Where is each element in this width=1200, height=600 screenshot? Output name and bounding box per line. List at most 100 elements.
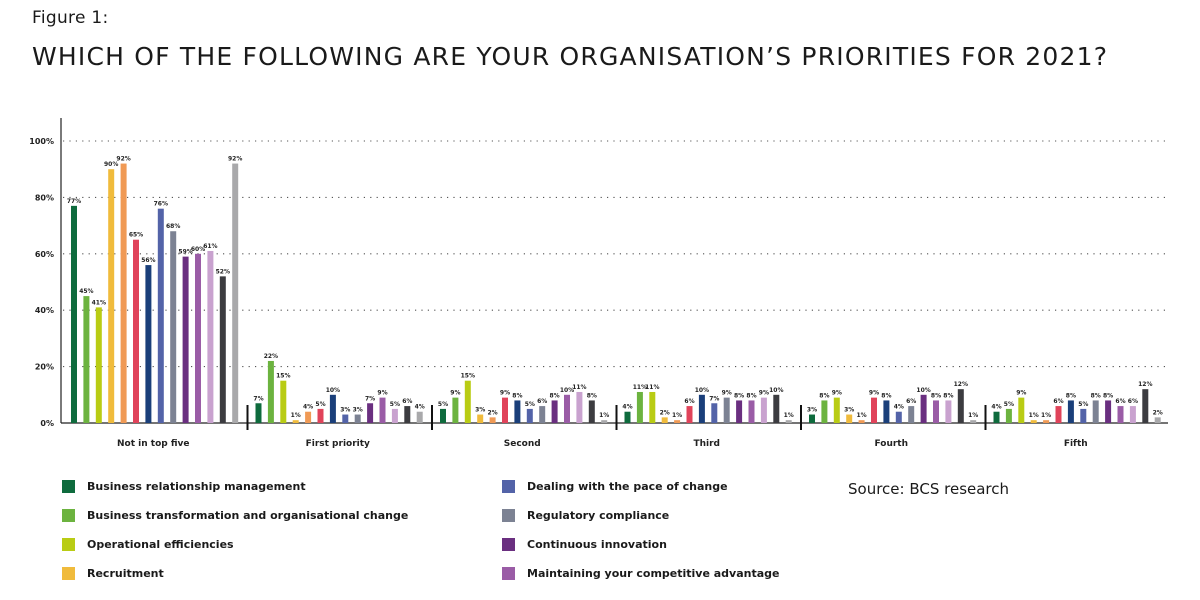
bar <box>317 408 324 423</box>
data-label: 45% <box>79 288 93 295</box>
data-label: 9% <box>832 390 842 397</box>
legend-swatch <box>62 480 75 493</box>
legend-label: Continuous innovation <box>527 538 667 551</box>
data-label: 3% <box>353 407 363 414</box>
data-label: 4% <box>991 404 1001 411</box>
data-label: 92% <box>116 156 130 163</box>
bar <box>329 394 336 423</box>
bar <box>83 296 90 423</box>
bar <box>145 265 152 423</box>
data-label: 7% <box>365 395 375 402</box>
data-label: 1% <box>968 412 978 419</box>
data-label: 9% <box>500 390 510 397</box>
bar <box>416 411 423 423</box>
bar <box>280 380 287 423</box>
data-label: 11% <box>572 384 586 391</box>
bar <box>1117 406 1124 423</box>
data-label: 59% <box>178 249 192 256</box>
data-label: 1% <box>1041 412 1051 419</box>
bar <box>120 163 127 423</box>
data-label: 7% <box>253 395 263 402</box>
legend-label: Business relationship management <box>87 480 306 493</box>
data-label: 4% <box>415 404 425 411</box>
data-label: 9% <box>450 390 460 397</box>
bar <box>686 406 693 423</box>
data-label: 56% <box>141 257 155 264</box>
bar <box>588 400 595 423</box>
legend-label: Operational efficiencies <box>87 538 234 551</box>
data-label: 9% <box>869 390 879 397</box>
data-label: 9% <box>1016 390 1026 397</box>
bar <box>957 389 964 423</box>
bar <box>404 406 411 423</box>
data-label: 12% <box>1138 381 1152 388</box>
data-label: 11% <box>633 384 647 391</box>
data-label: 6% <box>402 398 412 405</box>
bar <box>526 408 533 423</box>
bar <box>219 276 226 423</box>
bar <box>1080 408 1087 423</box>
data-label: 22% <box>264 353 278 360</box>
data-label: 4% <box>622 404 632 411</box>
bar <box>736 400 743 423</box>
category-label: Fifth <box>1064 439 1088 449</box>
data-label: 10% <box>560 387 574 394</box>
legend-swatch <box>502 509 515 522</box>
bar <box>1067 400 1074 423</box>
legend-swatch <box>62 538 75 551</box>
bar <box>576 391 583 423</box>
data-label: 6% <box>906 398 916 405</box>
data-label: 6% <box>684 398 694 405</box>
bar <box>785 420 792 423</box>
y-tick-label: 100% <box>29 137 54 146</box>
chart-title: WHICH OF THE FOLLOWING ARE YOUR ORGANISA… <box>32 42 1109 71</box>
bar <box>305 411 312 423</box>
data-label: 41% <box>92 299 106 306</box>
data-label: 2% <box>1153 409 1163 416</box>
data-label: 8% <box>512 392 522 399</box>
legend-item: Continuous innovation <box>502 538 667 551</box>
legend-item: Business relationship management <box>62 480 306 493</box>
data-label: 8% <box>881 392 891 399</box>
bar <box>661 417 668 423</box>
data-label: 61% <box>203 243 217 250</box>
bar <box>514 400 521 423</box>
legend-swatch <box>502 480 515 493</box>
data-label: 8% <box>943 392 953 399</box>
bar <box>170 231 177 423</box>
source-note: Source: BCS research <box>848 480 1010 498</box>
bar <box>993 411 1000 423</box>
data-label: 15% <box>276 373 290 380</box>
data-label: 8% <box>931 392 941 399</box>
data-label: 9% <box>759 390 769 397</box>
bar <box>1043 420 1050 423</box>
y-tick-label: 60% <box>35 250 54 259</box>
data-label: 10% <box>326 387 340 394</box>
bar <box>379 397 386 423</box>
data-label: 15% <box>461 373 475 380</box>
figure-label: Figure 1: <box>32 8 109 28</box>
data-label: 8% <box>734 392 744 399</box>
data-label: 6% <box>1053 398 1063 405</box>
legend-label: Regulatory compliance <box>527 509 670 522</box>
bar <box>440 408 446 423</box>
bar <box>1005 408 1012 423</box>
data-label: 1% <box>1029 412 1039 419</box>
bar <box>883 400 890 423</box>
legend-item: Business transformation and organisation… <box>62 509 408 522</box>
bar <box>1092 400 1099 423</box>
bar <box>636 391 643 423</box>
bar <box>71 205 77 423</box>
data-label: 76% <box>154 201 168 208</box>
legend-label: Business transformation and organisation… <box>87 509 409 522</box>
bar <box>1129 406 1136 423</box>
bar <box>933 400 939 423</box>
data-label: 5% <box>390 401 400 408</box>
data-label: 5% <box>525 401 535 408</box>
bar <box>292 420 299 423</box>
data-label: 12% <box>954 381 968 388</box>
bar <box>157 208 164 423</box>
data-label: 10% <box>916 387 930 394</box>
bar <box>723 397 730 423</box>
bar <box>267 360 274 423</box>
